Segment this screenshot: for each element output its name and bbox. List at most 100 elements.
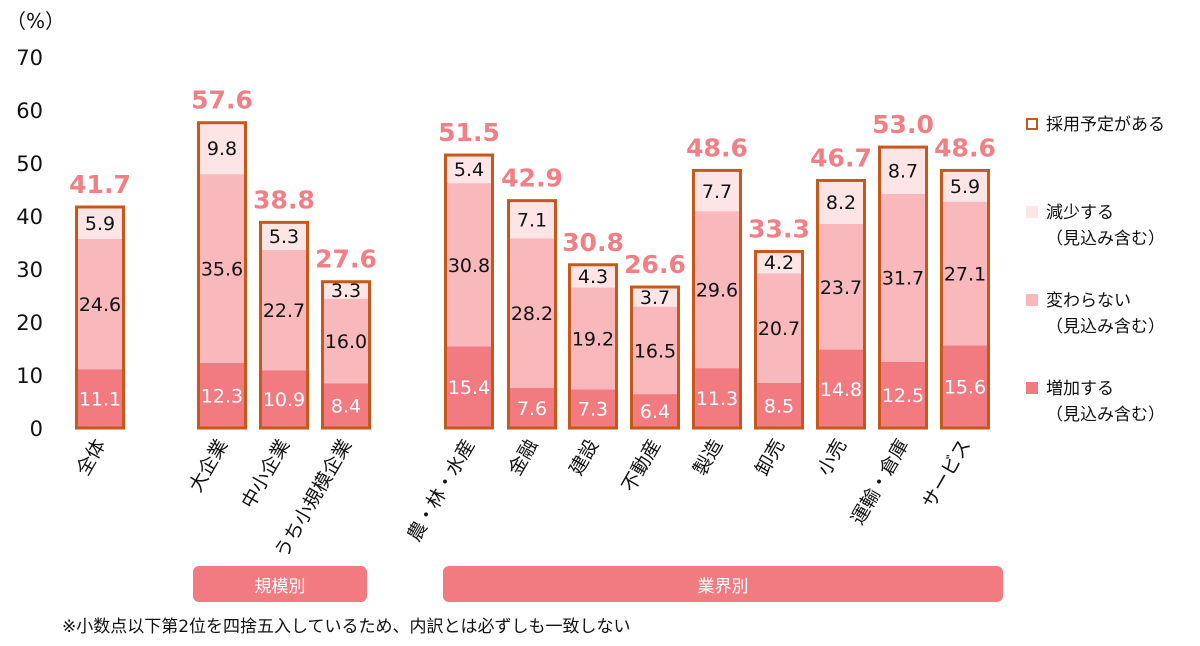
legend-label-total: 採用予定がある xyxy=(1046,115,1165,135)
total-value-label: 41.7 xyxy=(69,170,131,199)
bar-segment-decrease xyxy=(757,250,801,274)
segment-value-label: 14.8 xyxy=(820,379,862,401)
segment-value-label: 12.3 xyxy=(201,385,243,407)
total-value-label: 48.6 xyxy=(686,133,748,162)
bar-total-outline xyxy=(321,280,371,430)
segment-value-label: 27.1 xyxy=(944,264,986,286)
bar-total-outline xyxy=(878,145,928,430)
legend-sub-unchanged: （見込み含む） xyxy=(1046,317,1165,337)
x-category-label: 運輸・倉庫 xyxy=(847,436,914,529)
segment-value-label: 12.5 xyxy=(882,385,924,407)
bar-total-outline xyxy=(630,285,680,430)
segment-value-label: 15.4 xyxy=(448,377,490,399)
total-value-label: 33.3 xyxy=(748,215,810,244)
segment-value-label: 7.6 xyxy=(517,398,547,420)
x-category-label: 全体 xyxy=(72,436,110,480)
bar-segment-decrease xyxy=(571,264,615,288)
legend-item-unchanged: 変わらない （見込み含む） xyxy=(1026,288,1165,340)
segment-value-label: 31.7 xyxy=(882,268,924,290)
segment-value-label: 11.3 xyxy=(696,388,738,410)
x-category-label: 中小企業 xyxy=(237,436,294,513)
bar-segment-unchanged xyxy=(78,238,122,370)
segment-value-label: 15.6 xyxy=(944,377,986,399)
total-value-label: 53.0 xyxy=(872,110,934,139)
segment-value-label: 7.3 xyxy=(578,399,608,421)
total-value-label: 48.6 xyxy=(934,133,996,162)
y-axis-unit: （%） xyxy=(6,9,66,33)
x-category-label: 不動産 xyxy=(618,436,666,496)
total-value-label: 46.7 xyxy=(810,143,872,172)
x-category-label: 金融 xyxy=(504,436,542,480)
segment-value-label: 8.2 xyxy=(826,192,856,214)
x-category-label: サービス xyxy=(918,436,975,513)
bar-total-outline xyxy=(75,205,125,430)
bar-segment-unchanged xyxy=(324,298,368,384)
bar-segment-unchanged xyxy=(695,211,739,369)
segment-value-label: 10.9 xyxy=(263,389,305,411)
x-category-label: 建設 xyxy=(565,436,603,480)
y-tick-label: 30 xyxy=(16,258,43,282)
bar-segment-unchanged xyxy=(757,273,801,383)
segment-value-label: 23.7 xyxy=(820,277,862,299)
legend-item-increase: 増加する （見込み含む） xyxy=(1026,376,1165,428)
bar-segment-decrease xyxy=(819,180,863,224)
bar-segment-increase xyxy=(262,370,306,428)
bar-segment-decrease xyxy=(881,147,925,194)
segment-value-label: 11.1 xyxy=(79,389,121,411)
legend-sub-decrease: （見込み含む） xyxy=(1046,229,1165,249)
bar-segment-increase xyxy=(695,368,739,428)
bar-total-outline xyxy=(568,263,618,430)
segment-value-label: 8.4 xyxy=(331,396,361,418)
segment-value-label: 9.8 xyxy=(207,138,237,160)
segment-value-label: 16.5 xyxy=(634,340,676,362)
legend-item-total: 採用予定がある xyxy=(1026,112,1165,138)
bar-segment-increase xyxy=(633,394,677,428)
x-category-label: 製造 xyxy=(689,436,727,480)
segment-value-label: 28.2 xyxy=(511,303,553,325)
segment-value-label: 35.6 xyxy=(201,258,243,280)
segment-value-label: 8.5 xyxy=(764,395,794,417)
bar-segment-increase xyxy=(78,369,122,428)
legend-sub-increase: （見込み含む） xyxy=(1046,405,1165,425)
bar-total-outline xyxy=(197,121,247,430)
bar-segment-unchanged xyxy=(510,238,554,388)
legend-item-decrease: 減少する （見込み含む） xyxy=(1026,200,1165,252)
total-value-label: 26.6 xyxy=(624,250,686,279)
segment-value-label: 20.7 xyxy=(758,318,800,340)
segment-value-label: 24.6 xyxy=(79,294,121,316)
bar-segment-increase xyxy=(324,383,368,428)
legend-swatch-decrease xyxy=(1026,206,1038,218)
bar-segment-unchanged xyxy=(200,174,244,363)
segment-value-label: 3.7 xyxy=(640,287,670,309)
segment-value-label: 16.0 xyxy=(325,331,367,353)
group-band-industry: 業界別 xyxy=(443,566,1003,602)
bar-segment-unchanged xyxy=(881,193,925,362)
total-value-label: 42.9 xyxy=(501,164,563,193)
bar-segment-decrease xyxy=(633,287,677,307)
segment-value-label: 4.2 xyxy=(764,252,794,274)
total-value-label: 27.6 xyxy=(315,245,377,274)
group-band-size: 規模別 xyxy=(193,566,367,602)
y-tick-label: 60 xyxy=(16,99,43,123)
total-value-label: 38.8 xyxy=(253,185,315,214)
legend-label-increase: 増加する xyxy=(1046,379,1114,399)
total-value-label: 30.8 xyxy=(562,228,624,257)
bar-total-outline xyxy=(444,153,494,430)
segment-value-label: 7.1 xyxy=(517,209,547,231)
bar-segment-decrease xyxy=(943,170,987,202)
bar-segment-increase xyxy=(510,387,554,428)
bar-segment-increase xyxy=(943,345,987,428)
segment-value-label: 22.7 xyxy=(263,300,305,322)
x-category-label: 農・林・水産 xyxy=(403,436,479,546)
x-category-label: 小売 xyxy=(813,436,851,480)
bar-segment-unchanged xyxy=(262,249,306,371)
bar-segment-unchanged xyxy=(447,183,491,347)
legend-label-unchanged: 変わらない xyxy=(1046,291,1131,311)
segment-value-label: 30.8 xyxy=(448,255,490,277)
bar-segment-increase xyxy=(447,346,491,428)
bar-total-outline xyxy=(259,220,309,430)
bar-segment-unchanged xyxy=(633,306,677,395)
legend-swatch-increase xyxy=(1026,382,1038,394)
bar-segment-decrease xyxy=(262,221,306,250)
bar-segment-decrease xyxy=(324,281,368,299)
